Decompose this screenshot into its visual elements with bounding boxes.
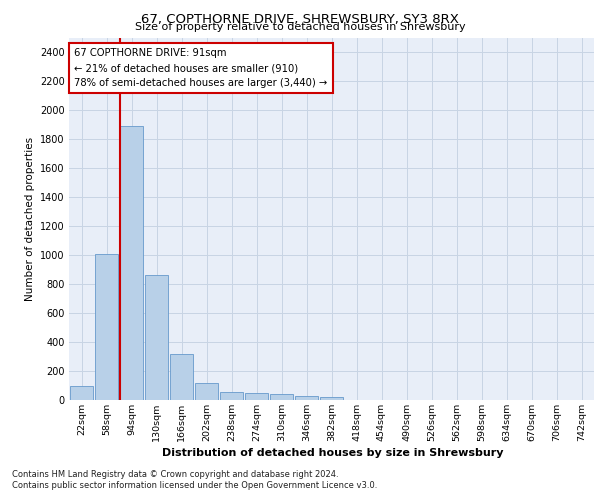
Text: Contains public sector information licensed under the Open Government Licence v3: Contains public sector information licen…	[12, 481, 377, 490]
Bar	[220, 392, 243, 400]
Bar	[95, 254, 118, 400]
Text: 67 COPTHORNE DRIVE: 91sqm
← 21% of detached houses are smaller (910)
78% of semi: 67 COPTHORNE DRIVE: 91sqm ← 21% of detac…	[74, 48, 328, 88]
Bar	[170, 354, 193, 400]
Text: Size of property relative to detached houses in Shrewsbury: Size of property relative to detached ho…	[134, 22, 466, 32]
Bar	[195, 384, 218, 400]
Bar	[145, 276, 168, 400]
Text: Distribution of detached houses by size in Shrewsbury: Distribution of detached houses by size …	[162, 448, 504, 458]
Bar	[270, 394, 293, 400]
Text: Contains HM Land Registry data © Crown copyright and database right 2024.: Contains HM Land Registry data © Crown c…	[12, 470, 338, 479]
Text: 67, COPTHORNE DRIVE, SHREWSBURY, SY3 8RX: 67, COPTHORNE DRIVE, SHREWSBURY, SY3 8RX	[141, 12, 459, 26]
Bar	[245, 393, 268, 400]
Bar	[120, 126, 143, 400]
Bar	[70, 386, 93, 400]
Bar	[295, 396, 318, 400]
Bar	[320, 397, 343, 400]
Y-axis label: Number of detached properties: Number of detached properties	[25, 136, 35, 301]
